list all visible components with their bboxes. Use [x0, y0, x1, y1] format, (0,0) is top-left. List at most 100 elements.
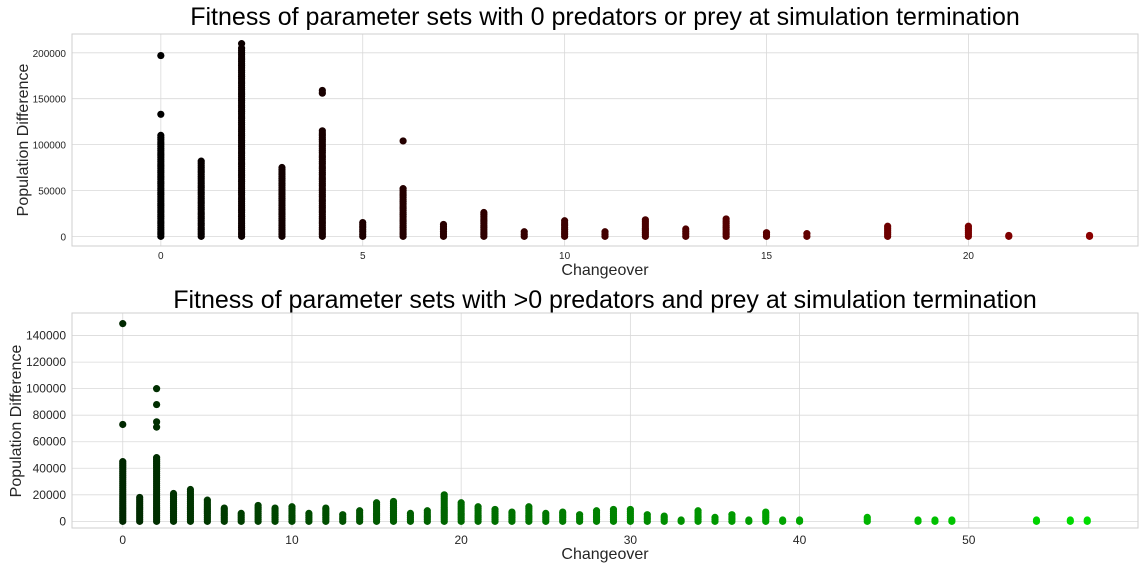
data-point: [153, 385, 161, 393]
data-column: [203, 496, 211, 525]
data-column: [660, 512, 668, 525]
data-point: [254, 501, 262, 510]
x-tick-label: 50: [962, 533, 976, 547]
data-point: [423, 507, 431, 515]
x-tick-label: 20: [454, 533, 468, 547]
data-point: [220, 504, 228, 512]
data-point: [359, 218, 367, 227]
top-chart-title: Fitness of parameter sets with 0 predato…: [190, 3, 1020, 31]
data-point: [728, 511, 736, 519]
y-tick-label: 140000: [26, 329, 66, 343]
data-point: [169, 489, 178, 498]
data-point: [399, 137, 407, 145]
y-tick-label: 60000: [33, 435, 67, 449]
data-column: [722, 215, 730, 240]
data-point: [1005, 231, 1013, 240]
data-point: [576, 511, 584, 519]
x-tick-label: 15: [761, 251, 773, 262]
data-point: [931, 516, 939, 524]
data-column: [592, 507, 601, 525]
data-column: [803, 230, 811, 240]
data-point: [271, 504, 279, 512]
data-point: [457, 499, 465, 507]
y-tick-label: 50000: [38, 186, 66, 197]
data-column: [931, 516, 939, 525]
x-tick-label: 30: [624, 533, 638, 547]
data-point: [318, 127, 326, 135]
data-column: [1005, 231, 1013, 240]
data-column: [779, 516, 787, 525]
data-column: [197, 157, 205, 240]
top-chart-points: [157, 40, 1094, 240]
data-column: [863, 513, 871, 525]
data-column: [119, 320, 127, 525]
data-point: [762, 229, 771, 237]
data-point: [322, 504, 330, 512]
data-point: [779, 516, 787, 524]
top-chart-y-axis-label: Population Difference: [15, 64, 32, 217]
data-point: [722, 215, 730, 223]
data-point: [356, 507, 364, 515]
data-point: [186, 485, 195, 494]
bottom-chart: Fitness of parameter sets with >0 predat…: [8, 286, 1139, 563]
data-point: [964, 222, 973, 230]
data-point: [525, 503, 533, 511]
data-point: [1083, 516, 1091, 524]
data-column: [1085, 231, 1094, 240]
data-point: [153, 400, 161, 409]
top-chart-x-ticks: 0 5 10 15 20: [158, 251, 974, 262]
data-point: [157, 131, 165, 140]
data-column: [278, 163, 286, 240]
y-tick-label: 100000: [33, 141, 67, 152]
data-point: [119, 458, 127, 466]
data-column: [322, 504, 330, 525]
data-column: [254, 501, 262, 525]
data-column: [561, 217, 569, 240]
data-point: [157, 51, 165, 60]
data-point: [682, 225, 690, 233]
data-point: [288, 503, 296, 511]
y-tick-label: 40000: [33, 461, 67, 475]
y-tick-label: 100000: [26, 382, 66, 396]
data-point: [660, 512, 668, 520]
data-column: [288, 503, 296, 525]
data-point: [863, 513, 871, 521]
data-point: [305, 509, 313, 518]
data-point: [474, 503, 482, 511]
data-point: [318, 89, 326, 97]
y-tick-label: 80000: [33, 408, 67, 422]
data-point: [278, 163, 286, 172]
data-column: [601, 228, 609, 240]
data-column: [964, 222, 973, 240]
x-tick-label: 10: [285, 533, 299, 547]
data-point: [914, 516, 922, 524]
data-point: [389, 497, 398, 506]
data-column: [399, 137, 407, 240]
data-column: [914, 516, 922, 525]
data-column: [1066, 516, 1074, 525]
data-column: [457, 499, 465, 525]
data-column: [643, 511, 651, 525]
data-point: [480, 208, 488, 217]
data-column: [406, 509, 415, 525]
data-point: [745, 516, 753, 524]
x-tick-label: 0: [119, 533, 126, 547]
data-point: [399, 185, 407, 193]
y-tick-label: 150000: [33, 95, 67, 106]
data-point: [948, 516, 956, 524]
data-point: [197, 157, 205, 165]
data-column: [423, 507, 431, 525]
data-column: [559, 508, 567, 525]
data-point: [762, 508, 770, 516]
data-column: [711, 513, 719, 525]
data-column: [1083, 516, 1091, 525]
data-column: [682, 225, 690, 240]
data-point: [694, 507, 702, 515]
data-column: [677, 516, 685, 525]
bottom-chart-x-ticks: 0 10 20 30 40 50: [119, 533, 975, 547]
data-point: [406, 509, 415, 518]
data-column: [237, 40, 246, 240]
data-point: [641, 216, 649, 224]
data-column: [520, 228, 528, 240]
data-column: [318, 86, 326, 240]
